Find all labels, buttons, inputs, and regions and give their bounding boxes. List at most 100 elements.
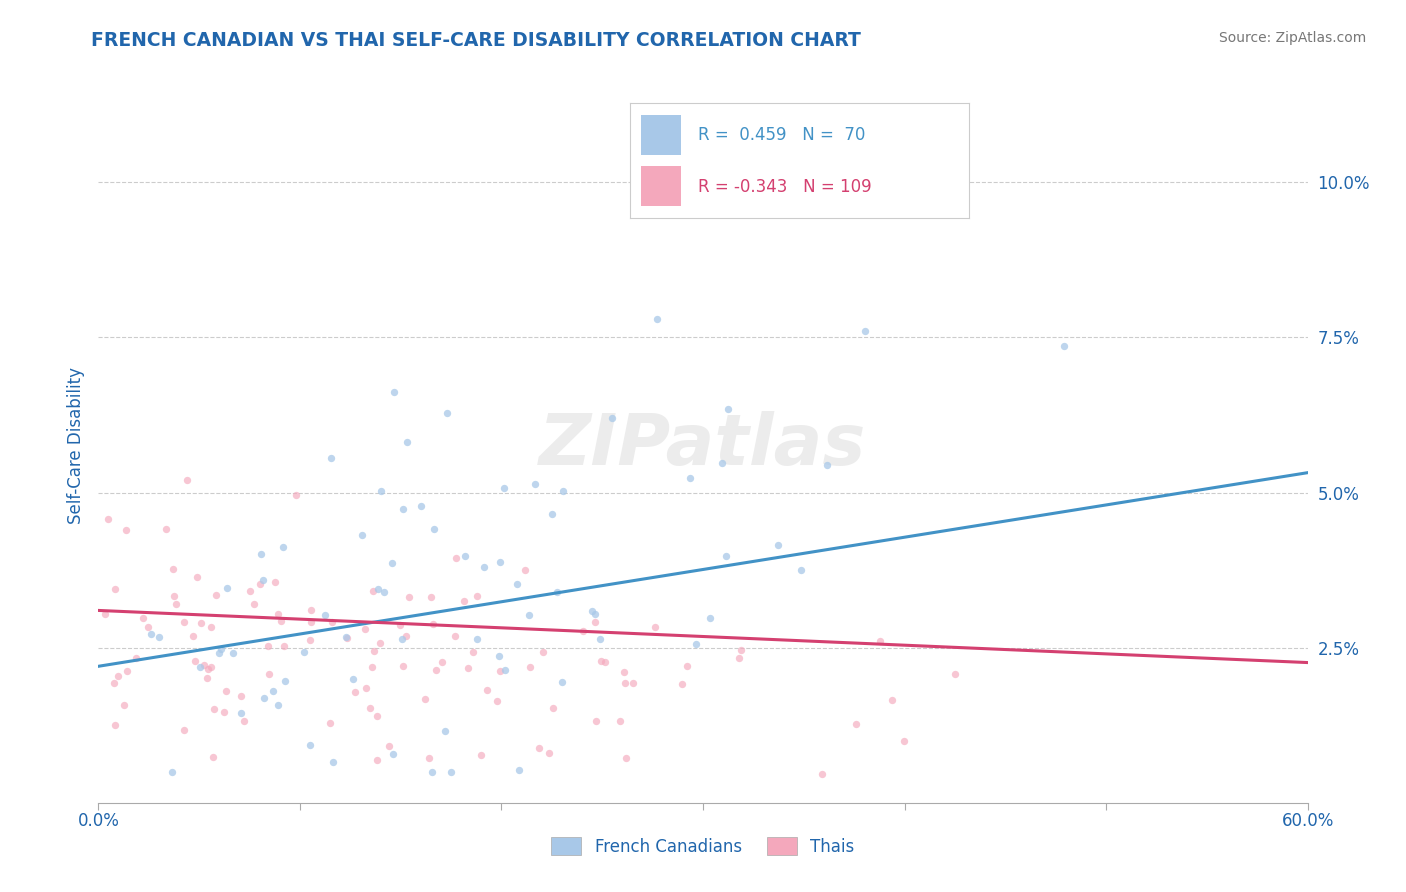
Point [173, 723, 195, 737]
Point [270, 614, 292, 628]
Point [423, 522, 446, 536]
Point [614, 750, 637, 764]
Point [197, 662, 219, 676]
Point [359, 700, 381, 714]
Point [396, 434, 419, 449]
Point [461, 644, 484, 658]
Point [485, 694, 508, 708]
Point [685, 637, 707, 651]
Text: ZIPatlas: ZIPatlas [540, 411, 866, 481]
Point [593, 655, 616, 669]
Point [239, 584, 262, 599]
Point [162, 562, 184, 576]
Point [378, 739, 401, 753]
Point [398, 591, 420, 605]
Point [488, 649, 510, 664]
Point [335, 630, 357, 644]
Point [262, 684, 284, 698]
Point [506, 577, 529, 591]
Point [425, 663, 447, 677]
Point [614, 676, 637, 690]
Point [201, 750, 224, 764]
Point [676, 659, 699, 673]
Point [257, 639, 280, 653]
Point [202, 702, 225, 716]
Point [271, 540, 294, 554]
Point [193, 658, 215, 673]
Point [155, 522, 177, 536]
Point [395, 629, 418, 643]
Point [644, 620, 666, 634]
Point [391, 659, 413, 673]
Point [524, 476, 547, 491]
Point [181, 629, 204, 643]
Point [322, 755, 344, 769]
Point [384, 385, 406, 400]
Point [893, 733, 915, 747]
Point [200, 620, 222, 634]
Point [434, 723, 457, 738]
Point [267, 607, 290, 621]
Text: 0.0%: 0.0% [77, 812, 120, 830]
Text: FRENCH CANADIAN VS THAI SELF-CARE DISABILITY CORRELATION CHART: FRENCH CANADIAN VS THAI SELF-CARE DISABI… [91, 31, 862, 50]
Point [488, 555, 510, 569]
Point [352, 527, 374, 541]
Point [162, 589, 184, 603]
Point [252, 573, 274, 587]
Point [415, 692, 437, 706]
Y-axis label: Self-Care Disability: Self-Care Disability [66, 368, 84, 524]
Point [354, 622, 377, 636]
Point [94, 607, 117, 622]
Point [943, 666, 966, 681]
Point [138, 620, 160, 634]
Point [727, 651, 749, 665]
Point [588, 632, 610, 646]
Point [298, 738, 321, 752]
Point [139, 626, 162, 640]
Point [453, 594, 475, 608]
Point [418, 751, 440, 765]
Point [97, 512, 120, 526]
Point [321, 450, 343, 465]
Point [613, 665, 636, 679]
Point [679, 471, 702, 485]
Point [273, 673, 295, 688]
Legend: French Canadians, Thais: French Canadians, Thais [544, 830, 862, 863]
Point [104, 582, 127, 596]
Point [494, 663, 516, 677]
Point [572, 624, 595, 639]
Point [446, 551, 468, 566]
Point [208, 646, 231, 660]
Point [420, 591, 443, 605]
Point [391, 632, 413, 646]
Point [336, 631, 359, 645]
Point [470, 747, 492, 762]
Point [366, 709, 388, 723]
Point [494, 482, 516, 496]
Point [508, 763, 530, 777]
Point [104, 718, 127, 732]
Point [540, 507, 562, 521]
Point [609, 714, 631, 728]
Point [420, 764, 443, 779]
Text: Source: ZipAtlas.com: Source: ZipAtlas.com [1219, 31, 1367, 45]
Point [209, 641, 232, 656]
Point [443, 629, 465, 643]
Point [103, 675, 125, 690]
Point [354, 681, 377, 696]
Point [205, 588, 228, 602]
Point [367, 582, 389, 596]
Point [489, 665, 512, 679]
Point [292, 645, 315, 659]
Point [869, 634, 891, 648]
Text: 60.0%: 60.0% [1281, 812, 1334, 830]
Point [465, 632, 488, 646]
Point [250, 548, 273, 562]
Point [581, 603, 603, 617]
Point [301, 603, 323, 617]
Point [551, 675, 574, 690]
Point [457, 661, 479, 675]
Point [845, 717, 868, 731]
Point [621, 676, 644, 690]
Point [422, 616, 444, 631]
